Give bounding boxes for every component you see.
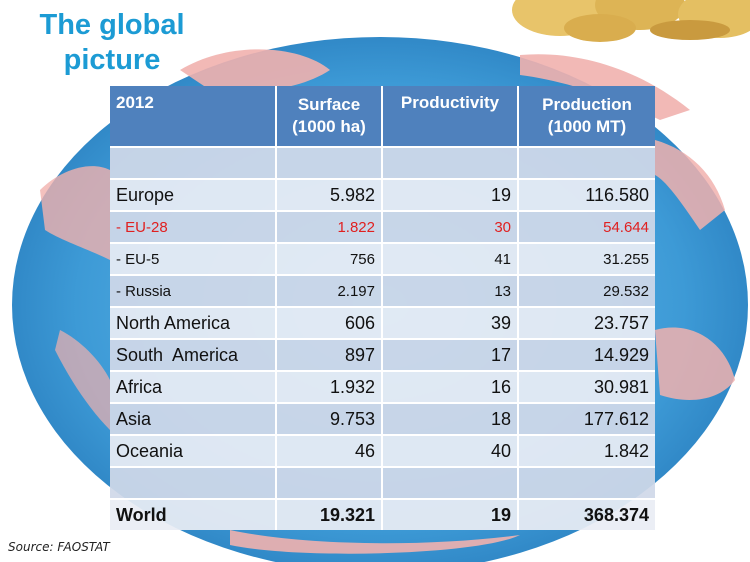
potato-statistics-table: 2012 Surface (1000 ha) Productivity Prod…	[110, 86, 655, 530]
cell-productivity: 41	[382, 242, 519, 275]
table-row-eu28: - EU-28 1.822 30 54.644	[110, 210, 655, 243]
header-surface: Surface (1000 ha)	[276, 86, 383, 147]
cell-surface: 9.753	[276, 402, 383, 435]
cell-surface	[276, 146, 383, 179]
cell-region	[110, 146, 277, 179]
cell-region: Europe	[110, 178, 277, 211]
cell-surface: 1.822	[276, 210, 383, 243]
cell-region: - EU-28	[110, 210, 277, 243]
header-production-line2: (1000 MT)	[547, 117, 627, 136]
cell-region: - Russia	[110, 274, 277, 307]
cell-production: 14.929	[518, 338, 655, 371]
cell-production	[518, 146, 655, 179]
header-year: 2012	[110, 86, 277, 147]
land-south	[230, 530, 520, 554]
header-production: Production (1000 MT)	[518, 86, 655, 147]
cell-production: 116.580	[518, 178, 655, 211]
cell-productivity: 40	[382, 434, 519, 467]
table-row-eu5: - EU-5 756 41 31.255	[110, 242, 655, 275]
cell-productivity	[382, 466, 519, 499]
land-north	[180, 49, 330, 92]
cell-surface: 5.982	[276, 178, 383, 211]
cell-productivity: 18	[382, 402, 519, 435]
cell-production: 29.532	[518, 274, 655, 307]
slide-title: The global picture	[12, 8, 212, 78]
table-header-row: 2012 Surface (1000 ha) Productivity Prod…	[110, 86, 655, 147]
cell-region: Africa	[110, 370, 277, 403]
cell-productivity: 19	[382, 498, 519, 530]
table-row-russia: - Russia 2.197 13 29.532	[110, 274, 655, 307]
potato-5	[650, 20, 730, 40]
title-line-2: picture	[63, 44, 161, 76]
land-west	[40, 166, 110, 260]
cell-productivity: 13	[382, 274, 519, 307]
source-note: Source: FAOSTAT	[8, 540, 110, 554]
land-east	[655, 140, 725, 230]
land-australia	[655, 327, 735, 400]
cell-production: 30.981	[518, 370, 655, 403]
header-surface-line1: Surface	[297, 95, 361, 114]
table-row-south-america: South America 897 17 14.929	[110, 338, 655, 371]
cell-productivity: 30	[382, 210, 519, 243]
cell-productivity	[382, 146, 519, 179]
cell-region: Oceania	[110, 434, 277, 467]
cell-production: 177.612	[518, 402, 655, 435]
cell-production: 54.644	[518, 210, 655, 243]
cell-surface: 2.197	[276, 274, 383, 307]
cell-productivity: 39	[382, 306, 519, 339]
cell-productivity: 17	[382, 338, 519, 371]
table-row-europe: Europe 5.982 19 116.580	[110, 178, 655, 211]
cell-surface: 606	[276, 306, 383, 339]
cell-region: South America	[110, 338, 277, 371]
header-production-line1: Production	[542, 95, 632, 114]
header-productivity: Productivity	[382, 86, 519, 147]
table-row-blank-top	[110, 146, 655, 179]
table-row-africa: Africa 1.932 16 30.981	[110, 370, 655, 403]
table-row-blank-bottom	[110, 466, 655, 499]
cell-region: Asia	[110, 402, 277, 435]
cell-productivity: 19	[382, 178, 519, 211]
table-row-asia: Asia 9.753 18 177.612	[110, 402, 655, 435]
header-surface-line2: (1000 ha)	[292, 117, 366, 136]
table-row-north-america: North America 606 39 23.757	[110, 306, 655, 339]
cell-region	[110, 466, 277, 499]
potato-4	[564, 14, 636, 42]
cell-production: 368.374	[518, 498, 655, 530]
cell-production: 1.842	[518, 434, 655, 467]
cell-surface: 1.932	[276, 370, 383, 403]
cell-surface: 19.321	[276, 498, 383, 530]
title-line-1: The global	[39, 9, 185, 41]
table-row-oceania: Oceania 46 40 1.842	[110, 434, 655, 467]
cell-surface: 897	[276, 338, 383, 371]
cell-region: World	[110, 498, 277, 530]
cell-surface	[276, 466, 383, 499]
cell-production: 23.757	[518, 306, 655, 339]
cell-production: 31.255	[518, 242, 655, 275]
table-row-world: World 19.321 19 368.374	[110, 498, 655, 530]
cell-surface: 756	[276, 242, 383, 275]
cell-region: - EU-5	[110, 242, 277, 275]
cell-surface: 46	[276, 434, 383, 467]
cell-production	[518, 466, 655, 499]
land-southwest	[55, 330, 110, 430]
cell-productivity: 16	[382, 370, 519, 403]
cell-region: North America	[110, 306, 277, 339]
